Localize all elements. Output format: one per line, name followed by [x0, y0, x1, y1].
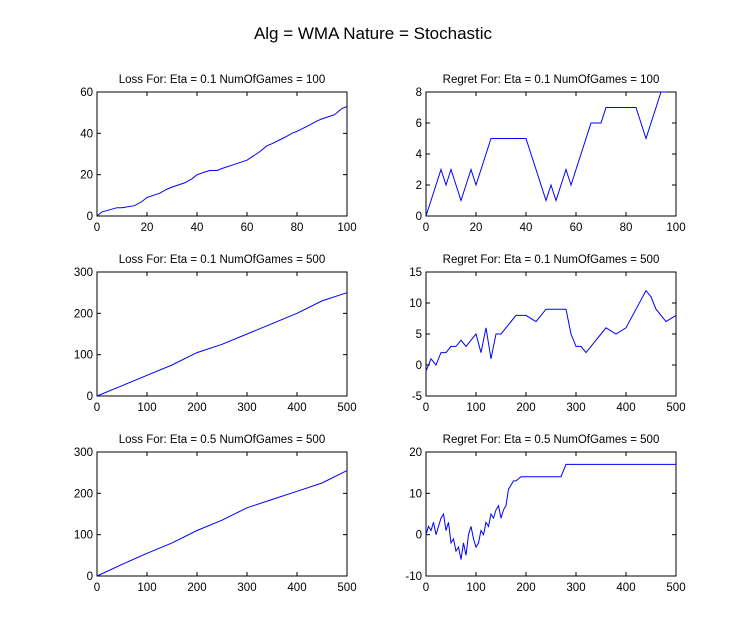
- x-tick-label: 80: [291, 222, 304, 234]
- x-tick-label: 0: [94, 402, 100, 414]
- x-tick-label: 100: [466, 402, 485, 414]
- x-tick-label: 0: [423, 402, 429, 414]
- y-tick-label: 10: [409, 298, 422, 310]
- x-tick-label: 400: [287, 402, 306, 414]
- subplot-title: Loss For: Eta = 0.1 NumOfGames = 100: [119, 74, 325, 86]
- x-tick-label: 200: [516, 402, 535, 414]
- series-line: [425, 463, 676, 560]
- x-tick-label: 400: [616, 582, 635, 594]
- x-tick-label: 300: [237, 582, 256, 594]
- y-tick-label: 5: [416, 329, 422, 341]
- y-tick-label: 300: [74, 447, 93, 459]
- x-tick-label: 400: [616, 402, 635, 414]
- subplot-title: Regret For: Eta = 0.1 NumOfGames = 100: [443, 74, 660, 86]
- x-tick-label: 40: [191, 222, 204, 234]
- plot-area: [425, 451, 677, 577]
- y-tick-label: 0: [87, 391, 93, 403]
- subplot-title: Loss For: Eta = 0.5 NumOfGames = 500: [119, 434, 325, 446]
- x-tick-label: 100: [337, 222, 356, 234]
- x-tick-label: 500: [337, 402, 356, 414]
- x-tick-label: 0: [423, 582, 429, 594]
- y-tick-label: 0: [416, 211, 422, 223]
- x-tick-label: 300: [237, 402, 256, 414]
- y-tick-label: 200: [74, 488, 93, 500]
- plot-area: [96, 451, 348, 577]
- y-tick-label: 6: [416, 118, 422, 130]
- subplot-4: Regret For: Eta = 0.1 NumOfGames = 500 0 1…: [409, 254, 685, 414]
- y-tick-label: 20: [409, 447, 422, 459]
- x-tick-label: 60: [570, 222, 583, 234]
- y-tick-label: 60: [80, 87, 93, 99]
- y-tick-label: 0: [87, 211, 93, 223]
- subplot-3: Loss For: Eta = 0.1 NumOfGames = 500 0 100…: [74, 254, 357, 414]
- x-tick-label: 500: [666, 582, 685, 594]
- plot-area: [96, 271, 348, 397]
- y-tick-label: 0: [87, 571, 93, 583]
- x-tick-label: 80: [620, 222, 633, 234]
- x-tick-label: 200: [187, 582, 206, 594]
- y-tick-label: 0: [416, 360, 422, 372]
- series-line: [96, 470, 348, 577]
- y-tick-label: 200: [74, 308, 93, 320]
- subplot-1: Loss For: Eta = 0.1 NumOfGames = 100 0 20 4…: [80, 74, 356, 234]
- x-tick-label: 500: [337, 582, 356, 594]
- subplot-title: Regret For: Eta = 0.1 NumOfGames = 500: [443, 254, 660, 266]
- plot-area: [425, 91, 677, 217]
- y-tick-label: 100: [74, 350, 93, 362]
- x-tick-label: 200: [187, 402, 206, 414]
- x-tick-label: 20: [470, 222, 483, 234]
- y-tick-label: 40: [80, 128, 93, 140]
- x-tick-label: 100: [666, 222, 685, 234]
- series-line: [425, 289, 677, 372]
- subplot-5: Loss For: Eta = 0.5 NumOfGames = 500 0 100…: [74, 434, 357, 594]
- x-tick-label: 0: [94, 582, 100, 594]
- y-tick-label: 300: [74, 267, 93, 279]
- x-tick-label: 400: [287, 582, 306, 594]
- plot-area: [96, 91, 348, 217]
- subplot-title: Regret For: Eta = 0.5 NumOfGames = 500: [443, 434, 660, 446]
- x-tick-label: 300: [566, 582, 585, 594]
- y-tick-label: 8: [416, 87, 422, 99]
- y-tick-label: 100: [74, 530, 93, 542]
- y-tick-label: 4: [416, 149, 423, 161]
- y-tick-label: 20: [80, 170, 93, 182]
- x-tick-label: 40: [520, 222, 533, 234]
- series-line: [96, 292, 348, 397]
- subplot-2: Regret For: Eta = 0.1 NumOfGames = 100 0 2…: [416, 74, 686, 234]
- x-tick-label: 300: [566, 402, 585, 414]
- x-tick-label: 0: [423, 222, 429, 234]
- x-tick-label: 0: [94, 222, 100, 234]
- y-tick-label: -10: [405, 571, 422, 583]
- x-tick-label: 100: [137, 582, 156, 594]
- y-tick-label: 2: [416, 180, 422, 192]
- subplot-title: Loss For: Eta = 0.1 NumOfGames = 500: [119, 254, 325, 266]
- series-line: [96, 106, 348, 217]
- subplot-6: Regret For: Eta = 0.5 NumOfGames = 500 0 1…: [405, 434, 685, 594]
- x-tick-label: 20: [141, 222, 154, 234]
- x-tick-label: 100: [466, 582, 485, 594]
- x-tick-label: 60: [241, 222, 254, 234]
- y-tick-label: 10: [409, 488, 422, 500]
- y-tick-label: 0: [416, 530, 422, 542]
- series-line: [425, 91, 666, 217]
- plot-area: [425, 271, 677, 397]
- y-tick-label: 15: [409, 267, 422, 279]
- x-tick-label: 100: [137, 402, 156, 414]
- x-tick-label: 200: [516, 582, 535, 594]
- x-tick-label: 500: [666, 402, 685, 414]
- figure-title: Alg = WMA Nature = Stochastic: [254, 24, 493, 43]
- y-tick-label: -5: [412, 391, 422, 403]
